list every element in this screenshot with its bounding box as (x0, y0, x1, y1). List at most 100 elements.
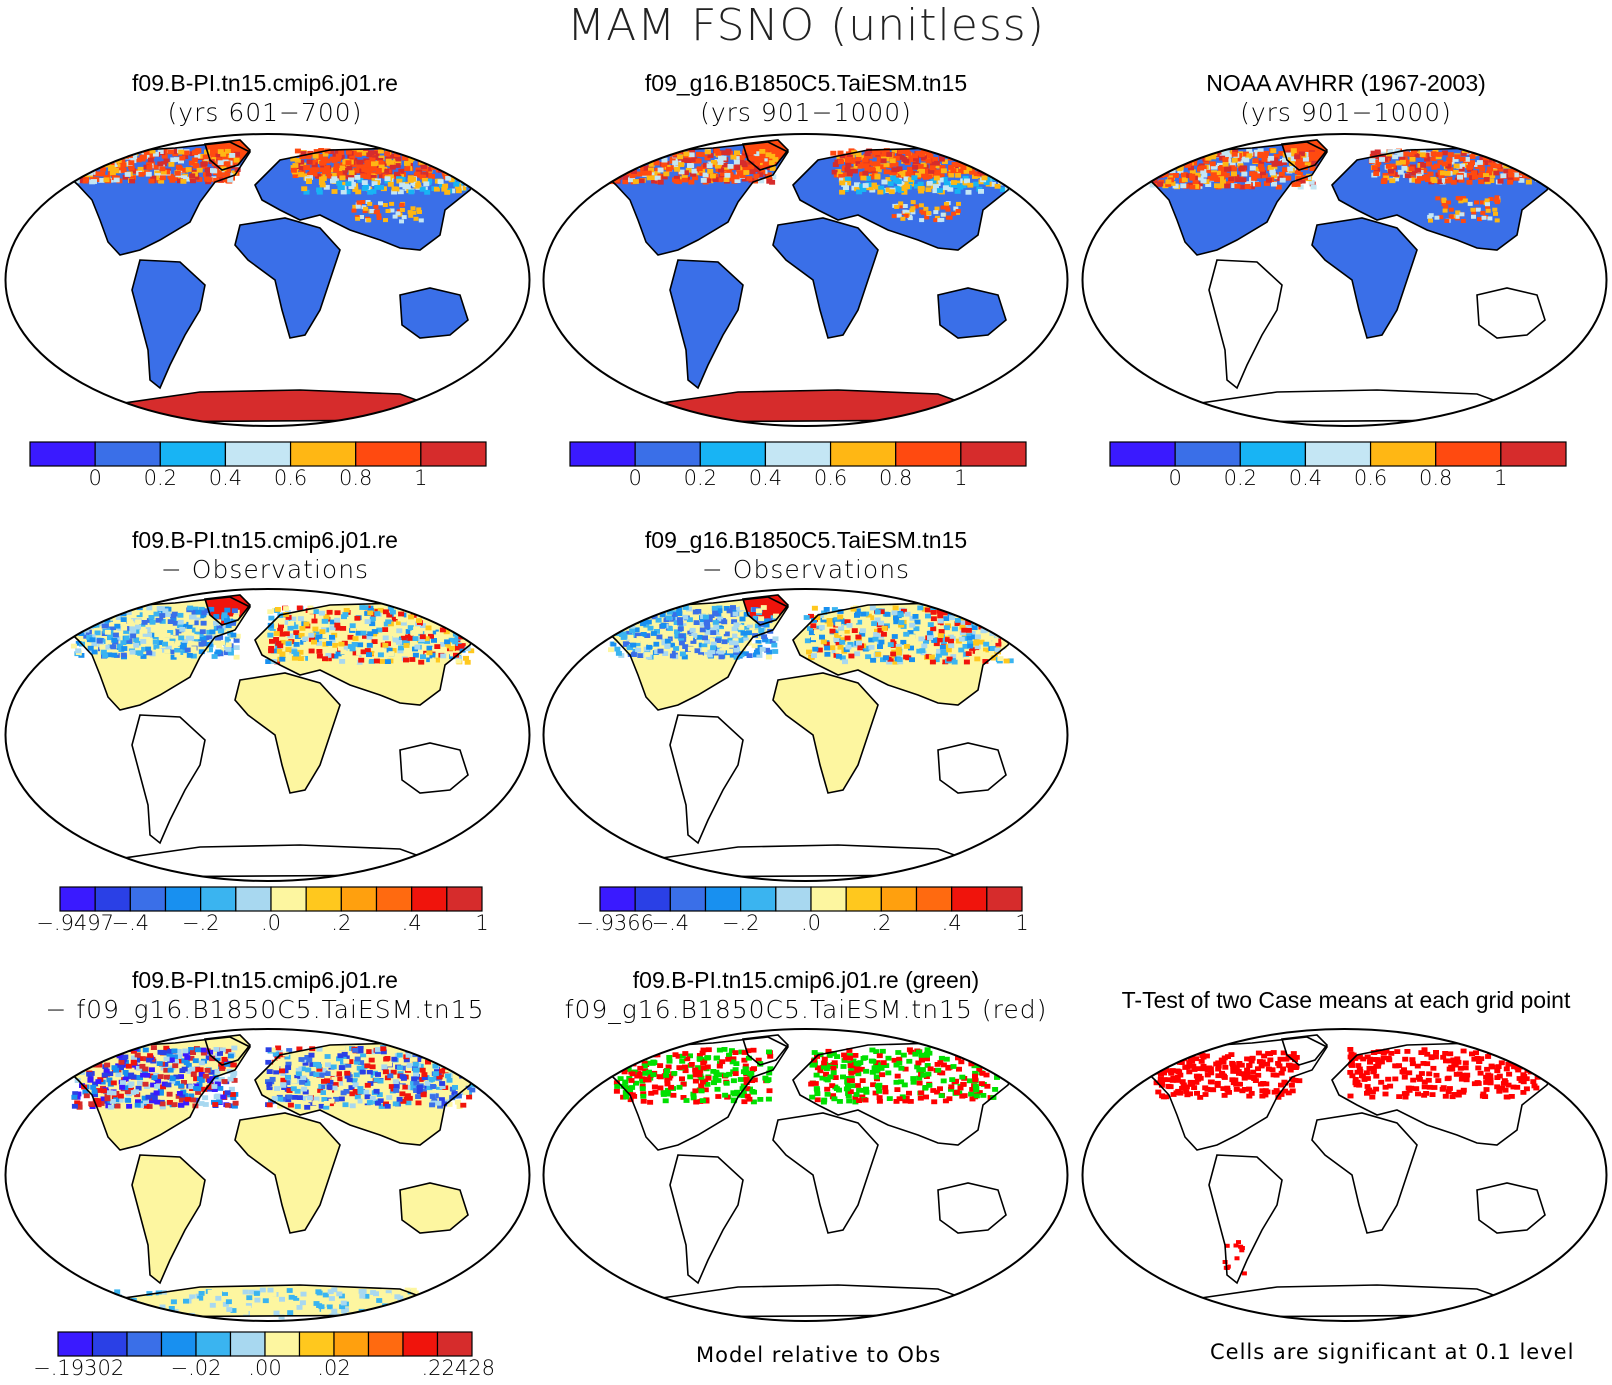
map-cell (351, 1069, 358, 1075)
map-cell (355, 204, 361, 209)
map-cell (182, 1051, 189, 1057)
map-cell (70, 643, 77, 649)
map-cell (1486, 170, 1493, 176)
map-cell (855, 634, 862, 640)
map-cell (751, 643, 758, 649)
map-cell (997, 614, 1004, 619)
land-southamerica (132, 260, 205, 388)
map-cell (704, 149, 711, 155)
map-cell (899, 170, 906, 176)
map-cell (293, 1058, 300, 1063)
map-cell (409, 657, 416, 662)
map-cell (1535, 166, 1542, 172)
map-cell (354, 1059, 361, 1065)
map-cell (323, 184, 330, 190)
map-cell (74, 169, 80, 175)
map-cell (296, 605, 303, 611)
map-cell (268, 615, 275, 621)
map-cell (309, 1062, 316, 1067)
map-cell (338, 1096, 345, 1102)
map-cell (1544, 152, 1551, 158)
map-cell (331, 1287, 338, 1293)
map-cell (699, 152, 706, 157)
map-cell (273, 1306, 279, 1312)
map-cell (854, 613, 860, 618)
map-cell (634, 171, 640, 177)
map-cell (364, 168, 371, 173)
map-cell (846, 157, 853, 162)
map-cell (119, 1046, 126, 1052)
map-cell (638, 178, 645, 184)
map-cell (294, 1091, 301, 1097)
map-cell (454, 608, 461, 614)
map-cell (884, 612, 891, 617)
map-cell (146, 650, 153, 656)
map-cell (654, 649, 661, 655)
map-cell (445, 175, 452, 181)
map-cell (143, 1103, 150, 1109)
map-cell (280, 1077, 287, 1083)
map-cell (222, 161, 228, 167)
map-cell (750, 149, 757, 155)
map-cell (70, 609, 77, 615)
map-cell (285, 1065, 292, 1070)
map-cell (1225, 152, 1232, 158)
map-cell (146, 1104, 153, 1109)
map-cell (688, 152, 695, 158)
map-cell (454, 646, 461, 651)
map-cell (230, 1308, 237, 1313)
map-cell (957, 184, 964, 190)
map-cell (459, 158, 465, 163)
map-cell (653, 641, 660, 647)
map-cell (461, 1057, 468, 1063)
map-cell (446, 1077, 453, 1083)
land-africa (235, 218, 340, 338)
map-cell (1388, 168, 1394, 174)
map-cell (417, 210, 422, 214)
map-cell (195, 609, 202, 615)
map-cell (122, 174, 129, 180)
map-cell (237, 1288, 244, 1294)
map-cell (666, 166, 672, 172)
map-cell (1507, 153, 1514, 159)
map-cell (402, 1065, 409, 1071)
map-cell (82, 178, 89, 184)
map-cell (1276, 161, 1283, 166)
map-cell (1519, 173, 1526, 179)
map-frame (542, 588, 1069, 882)
map-cell (192, 606, 199, 612)
map-cell (1522, 173, 1529, 179)
map-cell (370, 175, 377, 180)
map-cell (1452, 157, 1459, 162)
map-cell (389, 609, 396, 615)
map-cell (102, 653, 109, 659)
map-cell (439, 627, 446, 633)
map-cell (87, 1049, 94, 1054)
map-cell (451, 1091, 458, 1096)
map-cell (336, 1056, 342, 1062)
map-cell (845, 162, 852, 168)
map-cell (383, 1056, 390, 1062)
map-cell (75, 605, 82, 611)
map-cell (103, 177, 110, 183)
map-cell (336, 171, 343, 176)
map-cell (1531, 153, 1538, 159)
land-australia (400, 1183, 468, 1233)
map-cell (271, 1096, 278, 1101)
map-cell (411, 1076, 418, 1082)
map-cell (1270, 173, 1277, 179)
map-cell (886, 152, 893, 157)
map-cell (304, 1055, 311, 1060)
map-cell (758, 628, 765, 633)
panel-2-title-line1: f09_g16.B1850C5.TaiESM.tn15 (644, 70, 968, 96)
map-cell (345, 1062, 352, 1068)
map-cell (699, 622, 706, 627)
map-fill (60, 594, 482, 878)
map-cell (396, 1096, 403, 1102)
map-cell (640, 166, 647, 172)
map-cell (339, 1045, 346, 1051)
map-cell (1427, 214, 1433, 219)
map-cell (420, 1045, 427, 1051)
map-cell (376, 213, 382, 218)
map-cell (1169, 181, 1176, 186)
